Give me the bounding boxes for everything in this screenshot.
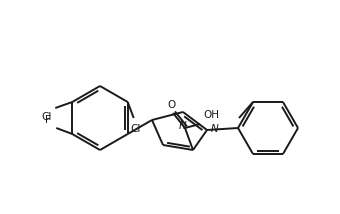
Text: N: N: [179, 121, 187, 131]
Text: N: N: [211, 124, 219, 134]
Text: F: F: [46, 115, 51, 125]
Text: Cl: Cl: [41, 112, 51, 122]
Text: Cl: Cl: [131, 124, 141, 134]
Text: O: O: [168, 100, 176, 110]
Text: OH: OH: [203, 110, 219, 120]
